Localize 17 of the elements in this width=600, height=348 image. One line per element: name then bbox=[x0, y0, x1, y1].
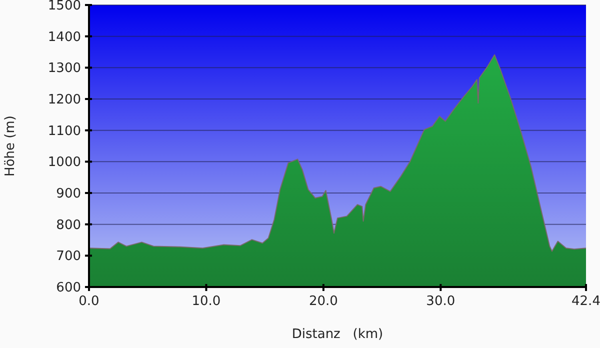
y-tick-label: 1400 bbox=[48, 30, 81, 45]
x-tick-label: 10.0 bbox=[192, 294, 221, 309]
y-tick-label: 1300 bbox=[48, 61, 81, 76]
x-axis-title: Distanz (km) bbox=[292, 327, 384, 342]
y-tick-label: 900 bbox=[56, 186, 81, 202]
x-tick-label: 42.4 bbox=[572, 294, 600, 309]
y-tick-label: 600 bbox=[56, 280, 81, 296]
x-tick-label: 30.0 bbox=[426, 294, 456, 309]
y-tick-label: 1500 bbox=[48, 0, 81, 14]
y-tick-label: 800 bbox=[56, 218, 81, 233]
y-tick-label: 1200 bbox=[48, 92, 81, 108]
y-tick-label: 1100 bbox=[48, 124, 81, 139]
x-tick-label: 20.0 bbox=[308, 294, 338, 309]
y-axis-title: Höhe (m) bbox=[3, 116, 18, 176]
x-tick-label: 0.0 bbox=[78, 294, 100, 309]
y-tick-label: 1000 bbox=[48, 155, 81, 170]
y-tick-label: 700 bbox=[56, 249, 81, 264]
